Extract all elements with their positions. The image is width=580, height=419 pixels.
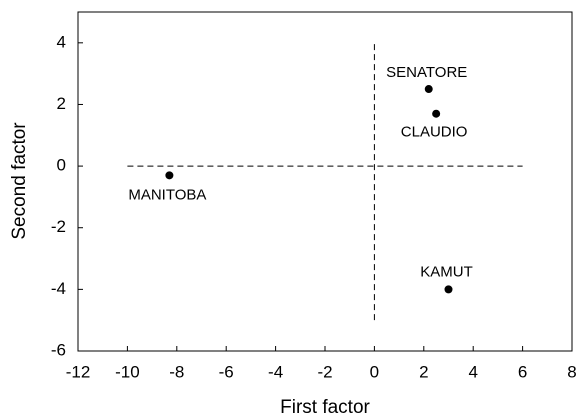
x-tick-label: 8 bbox=[567, 362, 576, 381]
x-tick-label: 4 bbox=[468, 362, 477, 381]
y-tick-label: 4 bbox=[57, 32, 66, 51]
point bbox=[165, 171, 174, 180]
x-tick-label: -12 bbox=[66, 362, 91, 381]
x-tick-label: -10 bbox=[115, 362, 140, 381]
y-axis-title: Second factor bbox=[9, 122, 30, 240]
y-tick-label: 0 bbox=[57, 156, 66, 175]
point-label: KAMUT bbox=[420, 263, 473, 280]
point bbox=[424, 85, 433, 94]
plot-frame bbox=[77, 11, 573, 352]
x-tick-label: 0 bbox=[370, 362, 379, 381]
x-axis-title: First factor bbox=[280, 397, 370, 418]
y-tick-label: 2 bbox=[57, 94, 66, 113]
point bbox=[444, 285, 453, 294]
x-tick-label: -8 bbox=[169, 362, 184, 381]
x-tick-label: 2 bbox=[419, 362, 428, 381]
point-label: CLAUDIO bbox=[401, 124, 468, 141]
point-label: MANITOBA bbox=[128, 186, 206, 203]
x-tick-label: 6 bbox=[518, 362, 527, 381]
x-tick-label: -6 bbox=[219, 362, 234, 381]
y-tick-label: -6 bbox=[51, 340, 66, 359]
y-tick-label: -4 bbox=[51, 279, 66, 298]
point-label: SENATORE bbox=[386, 64, 467, 81]
x-tick-label: -2 bbox=[317, 362, 332, 381]
point bbox=[432, 109, 441, 118]
x-tick-label: -4 bbox=[268, 362, 283, 381]
y-tick-label: -2 bbox=[51, 217, 66, 236]
